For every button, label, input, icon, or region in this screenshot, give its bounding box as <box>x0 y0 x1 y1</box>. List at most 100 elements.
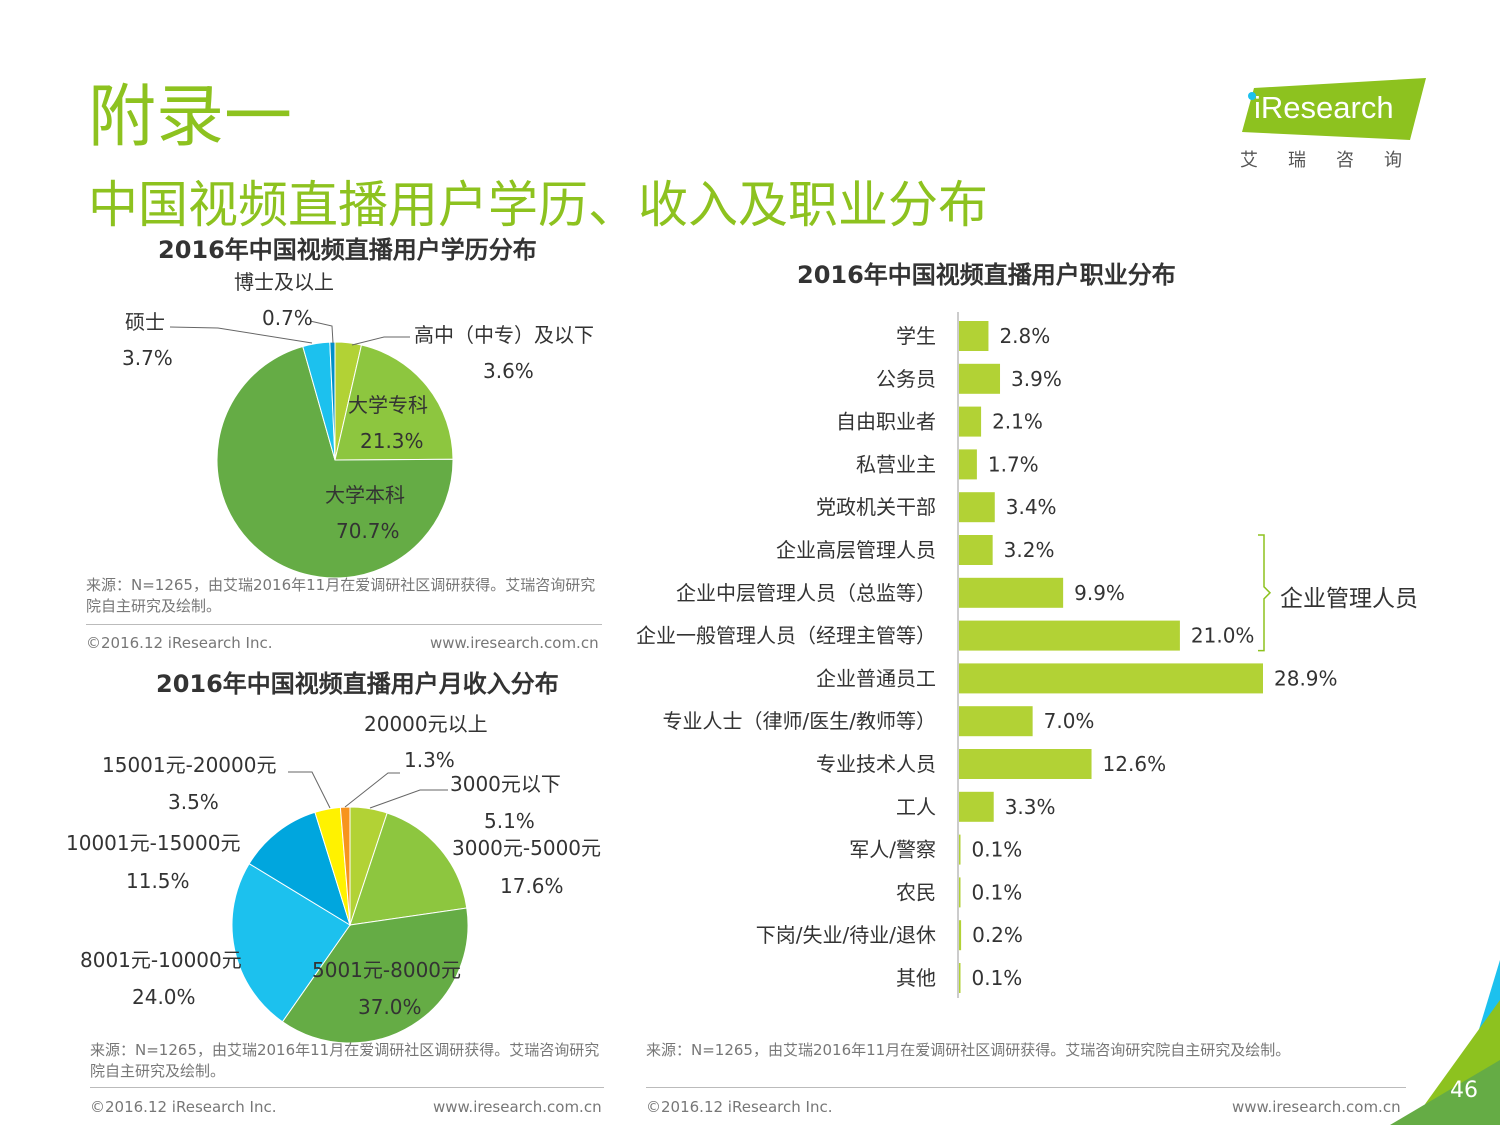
edu-label-master: 硕士 <box>125 310 165 334</box>
occupation-category-label-5: 企业高层管理人员 <box>776 538 936 562</box>
corner-decoration <box>1390 960 1500 1125</box>
occupation-value-label-14: 0.2% <box>972 923 1023 947</box>
occupation-category-label-10: 专业技术人员 <box>816 752 936 776</box>
occupation-value-label-4: 3.4% <box>1006 495 1057 519</box>
inc-label-8001-10000: 8001元-10000元 <box>80 948 242 972</box>
edu-leader-phd <box>309 320 334 344</box>
inc-value-20000plus: 1.3% <box>404 748 455 772</box>
edu-label-college: 大学专科 <box>348 393 428 417</box>
occupation-bar-9 <box>959 706 1033 737</box>
occupation-value-label-11: 3.3% <box>1005 795 1056 819</box>
inc-slice-3 <box>231 862 351 1023</box>
occupation-value-label-2: 2.1% <box>992 410 1043 434</box>
occupation-value-label-6: 9.9% <box>1074 581 1125 605</box>
occupation-category-label-0: 学生 <box>896 324 936 348</box>
occupation-bar-13 <box>959 877 961 908</box>
occupation-chart-title: 2016年中国视频直播用户职业分布 <box>797 261 1176 289</box>
occupation-value-label-13: 0.1% <box>972 880 1023 904</box>
occupation-bar-3 <box>959 449 977 480</box>
edu-slice-4 <box>329 341 336 461</box>
logo-subtitle: 艾瑞咨询 <box>1240 150 1432 171</box>
footer-copyright: ©2016.12 iResearch Inc. <box>646 1098 833 1116</box>
edu-label-highschool: 高中（中专）及以下 <box>414 323 594 347</box>
occupation-value-label-0: 2.8% <box>999 324 1050 348</box>
edu-leader-master <box>169 326 313 344</box>
inc-value-10001-15000: 11.5% <box>126 869 190 893</box>
occupation-value-label-7: 21.0% <box>1191 624 1255 648</box>
occupation-value-label-8: 28.9% <box>1274 666 1338 690</box>
occupation-category-label-3: 私营业主 <box>856 452 936 476</box>
footer-copyright: ©2016.12 iResearch Inc. <box>86 634 273 652</box>
inc-leader-20000plus <box>344 772 400 808</box>
occupation-bar-1 <box>959 363 1001 394</box>
inc-label-3000-5000: 3000元-5000元 <box>452 836 602 860</box>
education-pie-chart <box>169 320 454 579</box>
edu-value-master: 3.7% <box>122 346 173 370</box>
footer-website: www.iresearch.com.cn <box>433 1098 602 1116</box>
occupation-value-label-10: 12.6% <box>1103 752 1167 776</box>
occupation-value-label-5: 3.2% <box>1004 538 1055 562</box>
edu-value-college: 21.3% <box>360 429 424 453</box>
occupation-value-label-3: 1.7% <box>988 452 1039 476</box>
inc-value-8001-10000: 24.0% <box>132 985 196 1009</box>
edu-label-phd: 博士及以上 <box>234 270 334 294</box>
occupation-value-label-1: 3.9% <box>1011 367 1062 391</box>
occupation-category-label-12: 军人/警察 <box>849 838 936 862</box>
inc-leader-15001-20000 <box>288 771 331 809</box>
inc-leader-under3000 <box>369 789 448 809</box>
occupation-bar-7 <box>959 620 1180 651</box>
occupation-category-label-15: 其他 <box>896 966 936 990</box>
occupation-category-label-8: 企业普通员工 <box>816 666 936 690</box>
occupation-value-label-15: 0.1% <box>972 966 1023 990</box>
iresearch-logo: iResearch 艾瑞咨询 <box>1232 78 1432 178</box>
occupation-value-label-12: 0.1% <box>972 838 1023 862</box>
logo-brand: iResearch <box>1254 90 1394 125</box>
edu-label-bachelor: 大学本科 <box>325 483 405 507</box>
income-source: 来源：N=1265，由艾瑞2016年11月在爱调研社区调研获得。艾瑞咨询研究院自… <box>90 1041 600 1080</box>
occupation-category-label-1: 公务员 <box>876 367 936 391</box>
page-title: 附录一 <box>88 78 293 157</box>
occupation-bar-4 <box>959 492 995 523</box>
inc-value-under3000: 5.1% <box>484 809 535 833</box>
footer-website: www.iresearch.com.cn <box>1232 1098 1401 1116</box>
inc-label-10001-15000: 10001元-15000元 <box>66 831 241 855</box>
occupation-bar-10 <box>959 749 1092 779</box>
occupation-bar-0 <box>959 321 989 351</box>
inc-label-15001-20000: 15001元-20000元 <box>102 753 277 777</box>
inc-slice-1 <box>349 812 468 926</box>
occupation-category-label-14: 下岗/失业/待业/退休 <box>756 923 936 947</box>
occupation-bar-8 <box>959 663 1263 694</box>
occupation-bar-11 <box>959 791 994 822</box>
inc-value-15001-20000: 3.5% <box>168 790 219 814</box>
logo-shape-icon <box>1242 78 1426 140</box>
occupation-category-label-13: 农民 <box>896 880 936 904</box>
occupation-category-label-6: 企业中层管理人员（总监等） <box>676 581 936 605</box>
page-number: 46 <box>1450 1078 1478 1103</box>
occupation-bar-15 <box>959 963 961 993</box>
education-source: 来源：N=1265，由艾瑞2016年11月在爱调研社区调研获得。艾瑞咨询研究院自… <box>86 576 596 615</box>
occupation-category-label-4: 党政机关干部 <box>816 495 936 519</box>
page-subtitle: 中国视频直播用户学历、收入及职业分布 <box>88 176 988 234</box>
edu-value-phd: 0.7% <box>262 306 313 330</box>
inc-label-under3000: 3000元以下 <box>450 772 561 796</box>
divider <box>86 624 602 625</box>
footer-copyright: ©2016.12 iResearch Inc. <box>90 1098 277 1116</box>
income-chart-title: 2016年中国视频直播用户月收入分布 <box>156 670 559 698</box>
edu-slice-2 <box>216 345 454 579</box>
education-chart-title: 2016年中国视频直播用户学历分布 <box>158 236 537 264</box>
inc-label-5001-8000: 5001元-8000元 <box>312 958 462 982</box>
management-bracket <box>1258 534 1272 652</box>
edu-value-bachelor: 70.7% <box>336 519 400 543</box>
inc-label-20000plus: 20000元以上 <box>364 712 488 736</box>
occupation-category-label-11: 工人 <box>896 795 936 819</box>
divider <box>646 1087 1406 1088</box>
occupation-bar-5 <box>959 535 993 565</box>
management-bracket-label: 企业管理人员 <box>1280 586 1418 612</box>
inc-slice-4 <box>248 811 351 927</box>
occupation-source: 来源：N=1265，由艾瑞2016年11月在爱调研社区调研获得。艾瑞咨询研究院自… <box>646 1041 1291 1059</box>
occupation-category-label-9: 专业人士（律师/医生/教师等） <box>663 709 936 733</box>
occupation-category-label-2: 自由职业者 <box>836 410 936 434</box>
edu-leader-highschool <box>351 336 410 346</box>
income-pie-chart <box>231 771 469 1044</box>
